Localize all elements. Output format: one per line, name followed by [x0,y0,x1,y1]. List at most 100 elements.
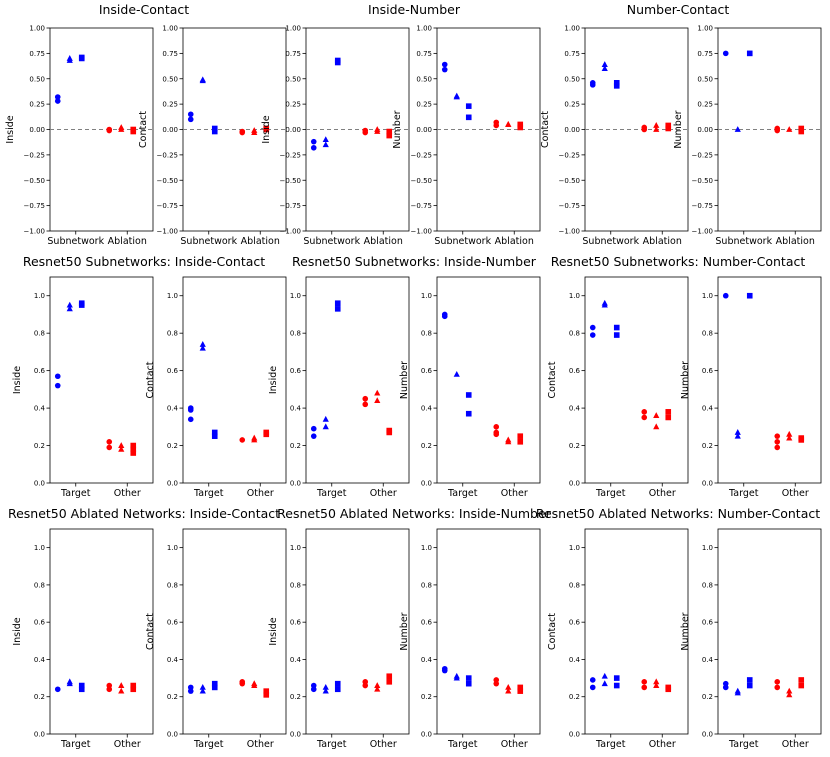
data-point-triangle [374,397,381,403]
y-tick-label: 1.0 [702,544,713,552]
data-point-circle [722,50,729,57]
data-point-square [465,392,472,398]
data-point-circle [187,688,194,694]
data-point-triangle [199,687,206,694]
data-point-circle [187,116,194,123]
y-tick-label: 0.0 [421,480,432,488]
y-tick-label: 0.8 [34,330,45,338]
data-point-circle [54,94,61,100]
row-title: Inside-Contact [99,2,189,17]
data-point-square [798,125,805,132]
data-point-circle [310,433,317,439]
x-tick-label: Target [193,739,224,750]
y-tick-label: −0.75 [411,202,432,210]
y-tick-label: 0.6 [34,367,46,375]
y-tick-label: 0.50 [416,75,432,83]
axes-frame [717,528,822,735]
y-tick-label: 0.4 [702,405,714,413]
y-tick-label: 0.4 [167,405,179,413]
data-point-square [334,306,341,312]
y-tick-label: 1.0 [290,292,301,300]
data-point-circle [641,679,648,685]
data-point-triangle [505,684,512,690]
y-tick-label: 0.6 [421,619,433,627]
y-axis-label: Inside [268,617,279,645]
y-tick-label: 0.25 [285,101,301,109]
data-point-square [665,122,672,129]
x-tick-label: Ablation [364,236,403,247]
data-point-square [130,686,137,693]
x-tick-label: Subnetwork [180,236,237,247]
x-tick-label: Target [193,488,224,499]
y-tick-label: 0.0 [702,731,713,739]
y-axis-label: Number [680,612,691,650]
x-tick-label: Target [728,488,759,499]
data-point-circle [493,424,500,430]
data-point-triangle [322,684,329,690]
y-tick-label: 0.4 [290,405,302,413]
data-point-triangle [786,126,793,132]
data-point-triangle [786,687,793,694]
y-tick-label: 0.4 [290,656,302,664]
data-point-circle [774,679,781,685]
x-tick-label: Target [60,739,91,750]
data-point-square [78,302,85,308]
y-tick-label: 0.8 [702,330,713,338]
y-tick-label: 0.6 [290,367,302,375]
y-tick-label: 0.8 [167,330,178,338]
y-tick-label: −0.50 [280,177,301,185]
data-point-circle [493,680,500,687]
y-tick-label: 1.00 [285,25,301,33]
y-axis-label: Contact [547,361,558,398]
data-point-triangle [734,126,741,132]
y-tick-label: 0.00 [285,126,301,134]
data-point-circle [493,122,500,129]
x-tick-label: Target [595,488,626,499]
data-point-triangle [118,442,125,448]
y-tick-label: −0.50 [24,177,45,185]
y-axis-label: Number [673,110,684,148]
y-tick-label: 0.4 [569,405,581,413]
data-point-square [386,132,393,139]
y-tick-label: 0.0 [34,480,45,488]
data-point-triangle [786,430,793,437]
y-axis-label: Inside [12,617,23,645]
data-point-circle [722,292,729,299]
y-tick-label: −0.50 [411,177,432,185]
data-point-triangle [199,684,206,690]
y-tick-label: 0.8 [290,581,301,589]
data-point-circle [641,684,648,691]
x-tick-label: Target [728,739,759,750]
data-point-triangle [653,678,660,685]
y-tick-label: 0.75 [29,50,45,58]
y-tick-label: 1.00 [416,25,432,33]
data-point-triangle [251,682,258,688]
axes-frame [584,528,689,735]
row-title: Number-Contact [627,2,730,17]
y-tick-label: 1.00 [697,25,713,33]
y-tick-label: 0.8 [167,581,178,589]
y-tick-label: 0.6 [702,619,714,627]
y-tick-label: 0.8 [569,330,580,338]
y-tick-label: 0.2 [34,442,45,450]
data-point-circle [54,373,61,380]
data-point-square [386,673,393,680]
data-point-square [211,125,218,132]
data-point-square [465,410,472,417]
data-point-circle [641,126,648,133]
y-tick-label: 0.75 [697,50,713,58]
data-point-square [613,675,620,681]
y-axis-label: Inside [5,115,16,143]
x-tick-label: Subnetwork [715,236,772,247]
x-tick-label: Target [316,739,347,750]
x-tick-label: Other [247,739,274,750]
y-tick-label: 1.0 [569,292,580,300]
y-tick-label: 0.8 [702,581,713,589]
row-title: Resnet50 Subnetworks: Number-Contact [551,254,806,269]
x-tick-label: Other [114,488,141,499]
x-tick-label: Subnetwork [582,236,639,247]
data-point-square [263,692,270,698]
x-tick-label: Other [247,488,274,499]
y-tick-label: 0.2 [34,693,45,701]
